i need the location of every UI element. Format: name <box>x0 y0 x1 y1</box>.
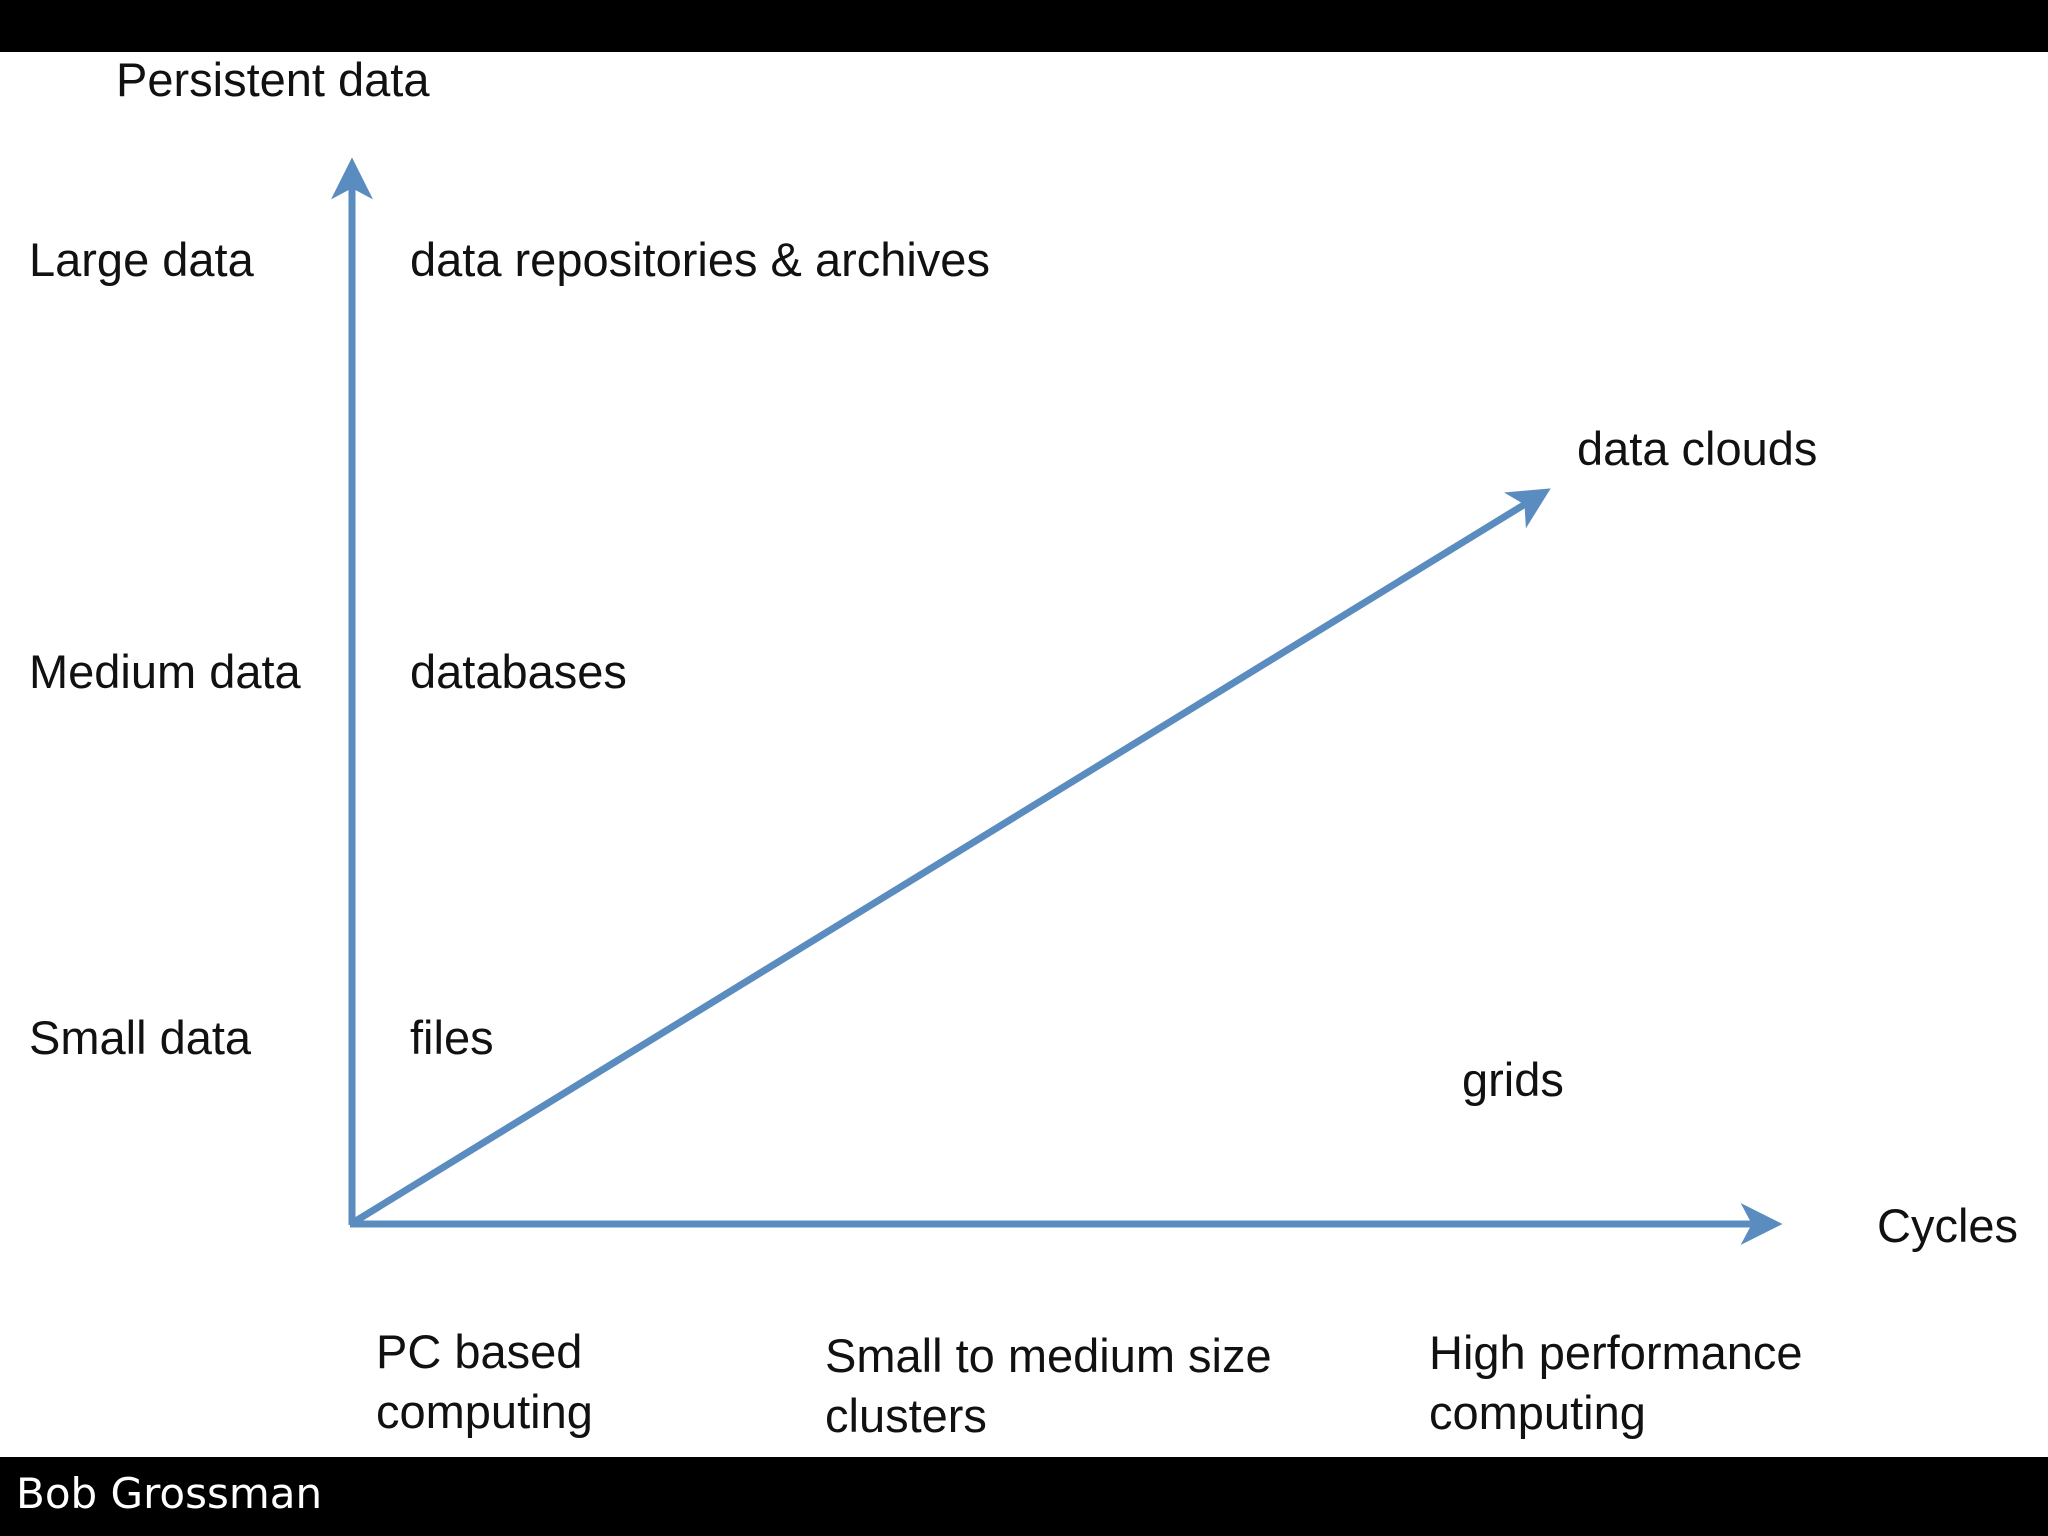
compute-label-clusters: Small to medium size clusters <box>825 1329 1272 1442</box>
storage-label-repositories: data repositories & archives <box>410 233 990 286</box>
scale-label-medium: Medium data <box>29 645 301 698</box>
slide-canvas: Persistent data Large data data reposito… <box>0 52 2048 1457</box>
diagonal-label-data-clouds: data clouds <box>1577 422 1818 475</box>
scale-label-small: Small data <box>29 1011 252 1064</box>
storage-label-files: files <box>410 1011 494 1064</box>
compute-label-hpc: High performance computing <box>1429 1326 1803 1439</box>
footer-author: Bob Grossman <box>16 1469 323 1518</box>
footer-bar: Bob Grossman <box>0 1457 2048 1536</box>
grids-label: grids <box>1462 1053 1564 1106</box>
x-axis-title: Cycles <box>1877 1199 2019 1252</box>
diagram-arrows <box>331 157 1783 1245</box>
compute-label-pc: PC based computing <box>376 1325 593 1438</box>
diagonal-arrow <box>352 488 1551 1225</box>
top-black-bar <box>0 0 2048 52</box>
y-axis-title: Persistent data <box>116 53 430 106</box>
storage-label-databases: databases <box>410 645 627 698</box>
scale-label-large: Large data <box>29 233 254 286</box>
